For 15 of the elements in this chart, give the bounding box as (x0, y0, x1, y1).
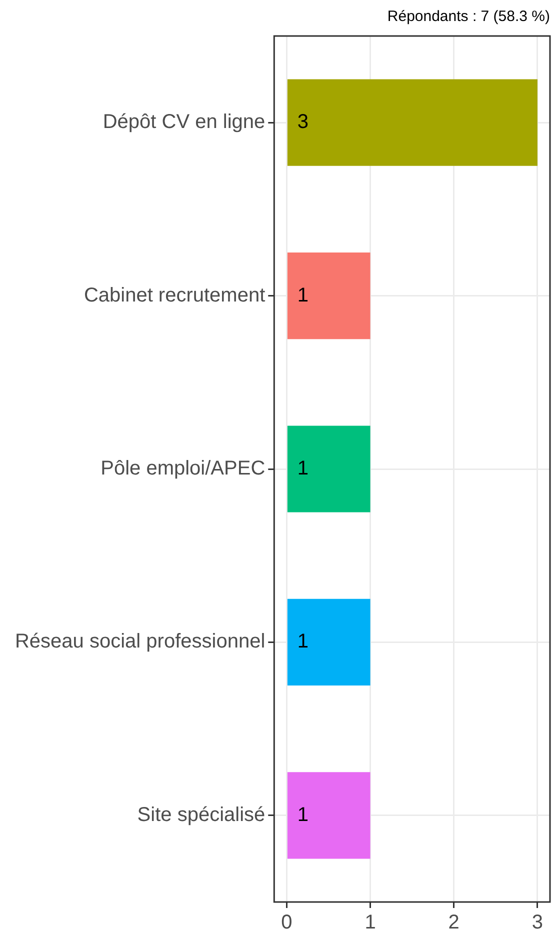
data-label: 1 (297, 284, 309, 306)
x-tick-label: 0 (281, 912, 292, 934)
x-tick-label: 2 (448, 912, 460, 934)
y-tick-label: Site spécialisé (137, 804, 266, 826)
x-tick-label: 3 (532, 912, 544, 934)
x-tick-label: 1 (364, 912, 376, 934)
data-label: 3 (297, 111, 309, 134)
y-tick-label: Réseau social professionnel (14, 630, 266, 653)
chart-title: Répondants : 7 (58.3 %) (387, 8, 550, 26)
y-tick-label: Dépôt CV en ligne (102, 111, 266, 134)
data-label: 1 (297, 804, 309, 826)
y-tick-label: Cabinet recrutement (84, 284, 266, 306)
data-label: 1 (297, 630, 309, 653)
y-tick-label: Pôle emploi/APEC (100, 458, 266, 480)
data-label: 1 (297, 458, 309, 480)
